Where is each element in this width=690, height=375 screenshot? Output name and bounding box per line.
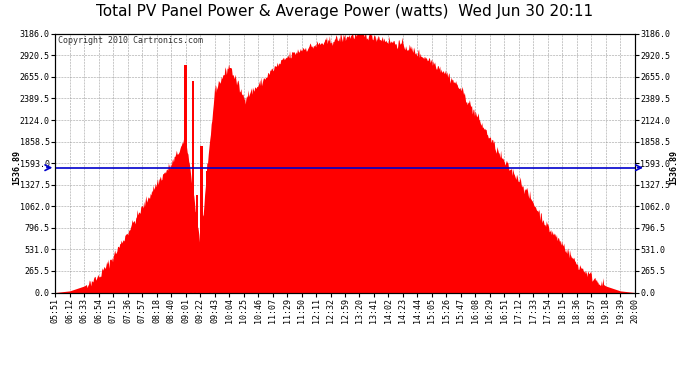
Text: Total PV Panel Power & Average Power (watts)  Wed Jun 30 20:11: Total PV Panel Power & Average Power (wa…: [97, 4, 593, 19]
Text: Copyright 2010 Cartronics.com: Copyright 2010 Cartronics.com: [58, 36, 203, 45]
Text: 1536.89: 1536.89: [12, 150, 21, 185]
Text: 1536.89: 1536.89: [669, 150, 678, 185]
